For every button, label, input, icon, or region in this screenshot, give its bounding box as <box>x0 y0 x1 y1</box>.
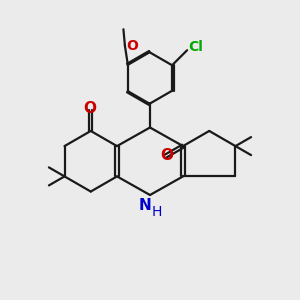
Text: N: N <box>139 198 152 213</box>
Text: O: O <box>127 39 138 53</box>
Text: O: O <box>160 148 173 163</box>
Text: H: H <box>152 205 162 218</box>
Text: O: O <box>83 101 96 116</box>
Text: Cl: Cl <box>189 40 203 54</box>
